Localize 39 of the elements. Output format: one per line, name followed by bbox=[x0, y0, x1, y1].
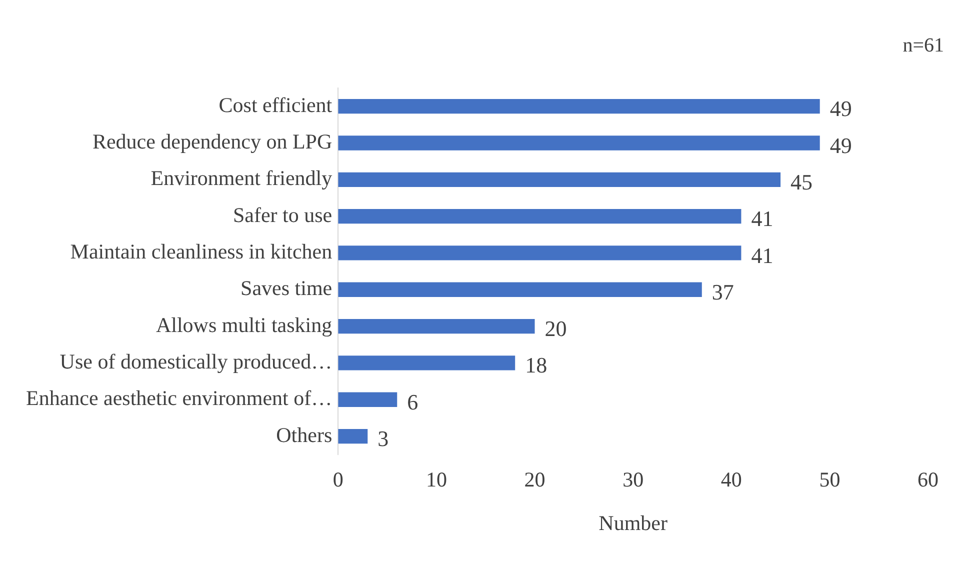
bar bbox=[338, 136, 820, 150]
bar bbox=[338, 282, 702, 297]
data-label: 6 bbox=[407, 389, 418, 414]
bar bbox=[338, 172, 781, 187]
bar bbox=[338, 392, 398, 407]
x-tick-label: 0 bbox=[332, 468, 344, 492]
bar bbox=[338, 428, 368, 444]
data-label: 37 bbox=[712, 279, 734, 304]
y-tick-label: Others bbox=[276, 422, 332, 447]
data-label: 3 bbox=[378, 426, 389, 452]
y-tick-label: Safer to use bbox=[232, 202, 332, 227]
data-label: 20 bbox=[544, 316, 567, 342]
x-tick-label: 30 bbox=[622, 468, 644, 492]
data-label: 41 bbox=[751, 242, 774, 268]
y-tick-label: Cost efficient bbox=[218, 92, 332, 117]
bar bbox=[338, 246, 742, 260]
x-tick-label: 20 bbox=[524, 468, 546, 492]
bar bbox=[338, 208, 742, 224]
y-tick-label: Environment friendly bbox=[150, 166, 333, 190]
x-axis-title: Number bbox=[598, 510, 668, 535]
bar bbox=[338, 356, 516, 370]
y-tick-label: Enhance aesthetic environment of… bbox=[26, 386, 332, 410]
text: n=61 bbox=[902, 34, 944, 56]
data-label: 45 bbox=[790, 169, 813, 194]
y-tick-label: Saves time bbox=[240, 276, 332, 300]
bar bbox=[338, 99, 820, 114]
x-tick-label: 10 bbox=[426, 468, 447, 492]
bar bbox=[338, 318, 535, 334]
data-label: 49 bbox=[830, 132, 852, 158]
x-tick-label: 50 bbox=[819, 468, 840, 492]
y-tick-label: Reduce dependency on LPG bbox=[92, 130, 332, 154]
data-label: 49 bbox=[830, 96, 852, 122]
y-tick-label: Maintain cleanliness in kitchen bbox=[70, 239, 333, 264]
y-tick-label: Use of domestically produced… bbox=[60, 349, 332, 374]
x-tick-label: 60 bbox=[918, 468, 938, 492]
x-tick-label: 40 bbox=[720, 468, 742, 492]
y-tick-label: Allows multi tasking bbox=[156, 312, 333, 337]
data-label: 18 bbox=[525, 352, 548, 378]
data-label: 41 bbox=[751, 206, 774, 232]
